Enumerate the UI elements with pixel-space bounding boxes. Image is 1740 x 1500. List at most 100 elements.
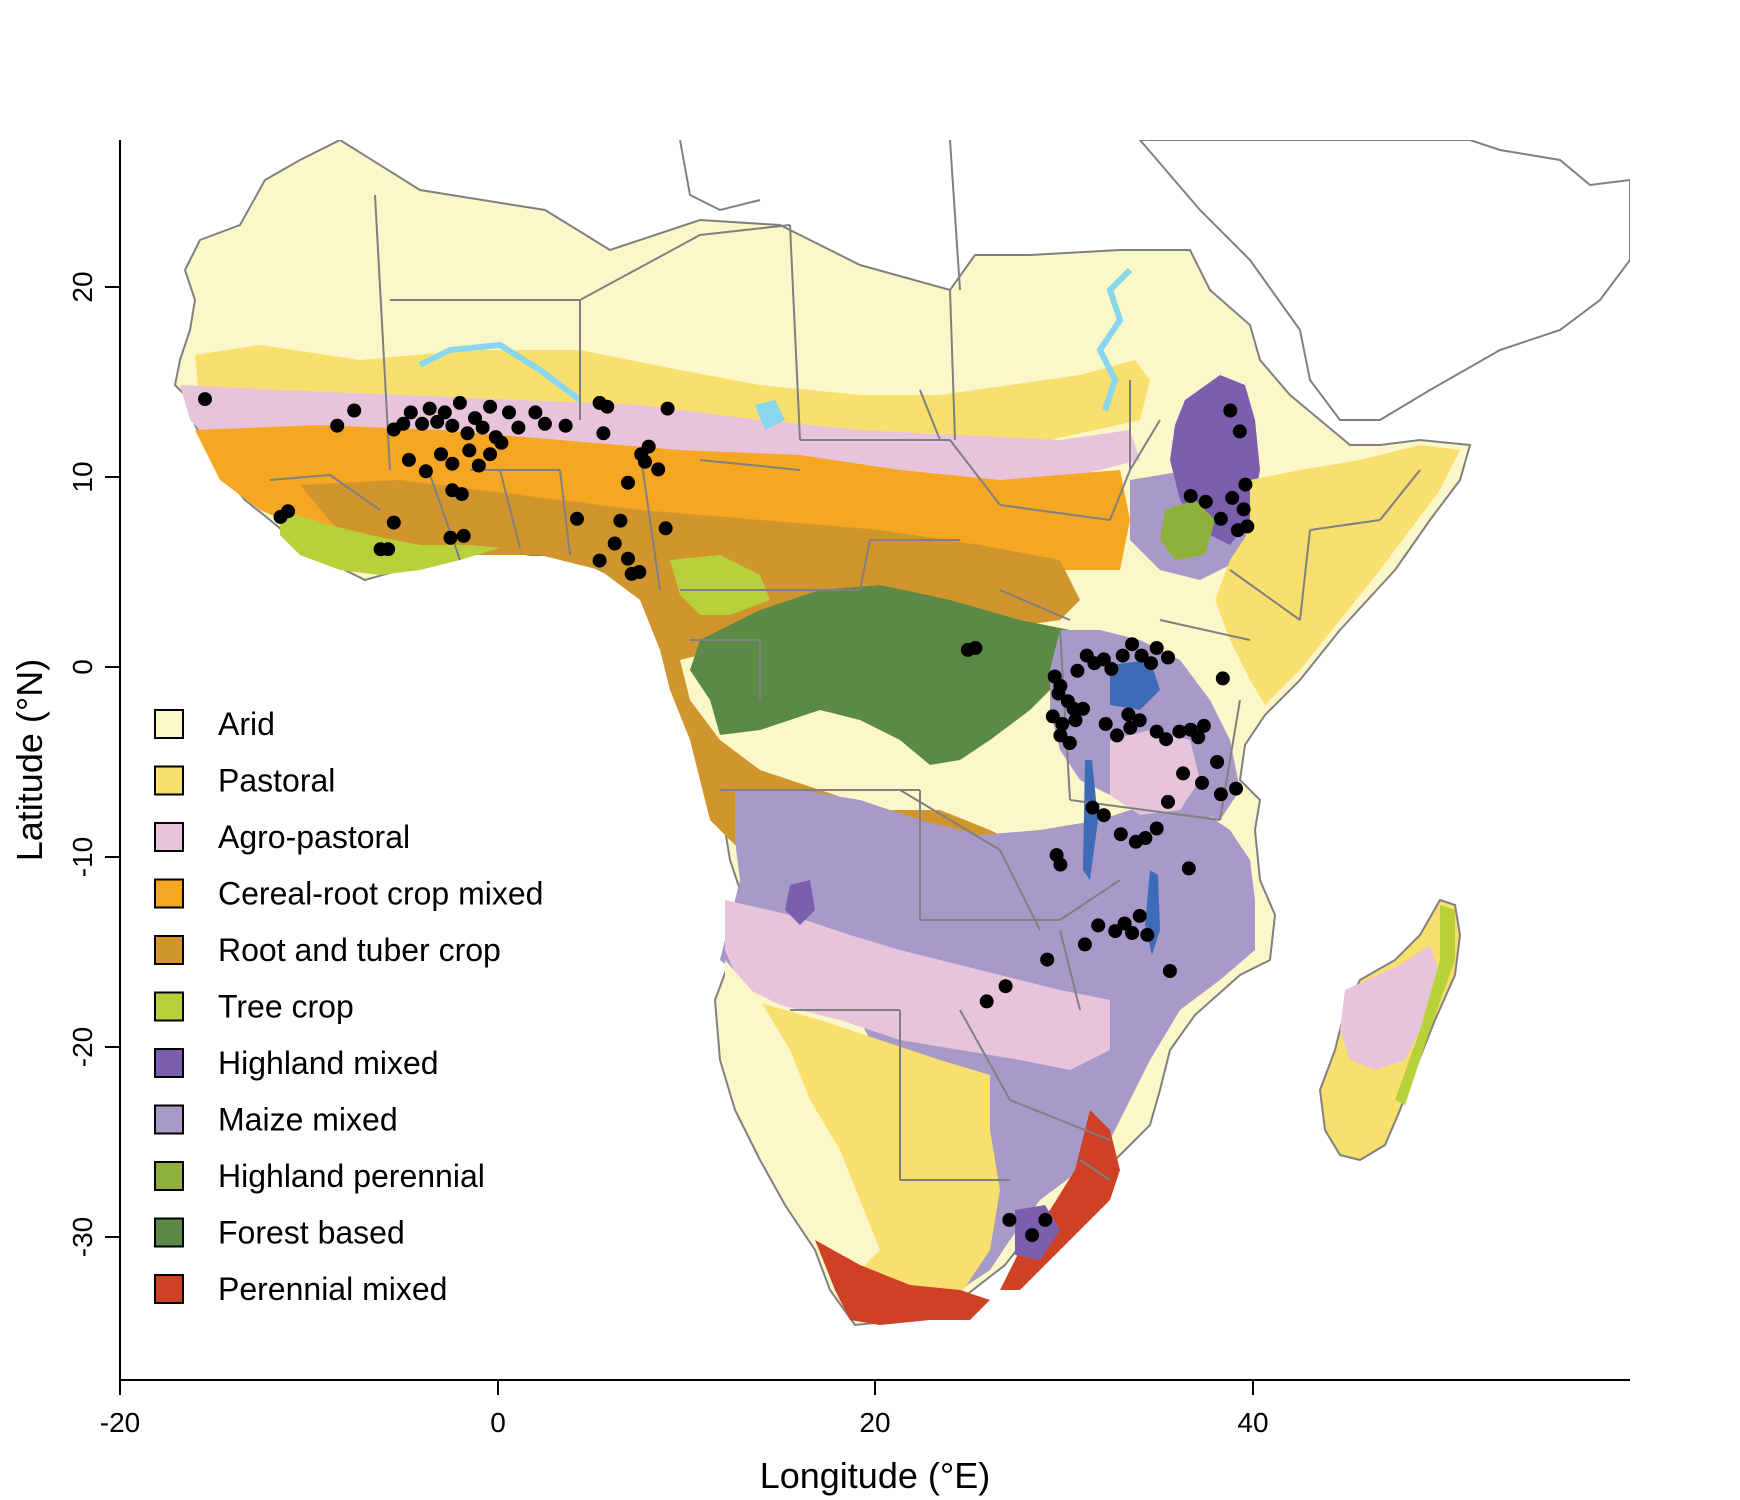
madagascar-agro: [1340, 945, 1440, 1070]
sample-point: [1077, 937, 1092, 952]
sample-point: [494, 435, 509, 450]
sample-point: [1108, 924, 1123, 939]
sample-point: [638, 454, 652, 469]
y-tick-label: 0: [67, 659, 98, 675]
sample-point: [330, 418, 345, 433]
sample-point: [403, 405, 418, 420]
legend-swatch: [154, 709, 184, 739]
sample-point: [1138, 831, 1153, 845]
sample-point: [1104, 661, 1119, 676]
sample-point: [475, 420, 490, 435]
sample-point: [198, 392, 212, 407]
sample-points: [198, 392, 1255, 1243]
lake-tanganyika: [1083, 760, 1098, 880]
sample-point: [401, 452, 416, 467]
zone-pastoral-south: [750, 1000, 1000, 1310]
sample-point: [528, 405, 543, 420]
sample-point: [468, 411, 482, 426]
sample-point: [1025, 1228, 1040, 1243]
sample-point: [460, 426, 475, 441]
sample-point: [1238, 477, 1253, 492]
zone-agro-pastoral-south: [725, 900, 1110, 1070]
legend-label: Tree crop: [218, 989, 354, 1025]
sample-point: [1213, 511, 1228, 526]
legend-swatch: [154, 1161, 184, 1191]
sample-point: [600, 399, 615, 414]
sample-point: [1229, 781, 1243, 796]
sample-point: [624, 566, 639, 581]
sample-point: [502, 405, 516, 420]
legend-label: Highland mixed: [218, 1045, 439, 1081]
sample-point: [1117, 916, 1132, 931]
sample-point: [386, 515, 401, 530]
sample-point: [1115, 648, 1130, 663]
sample-point: [998, 979, 1013, 994]
legend-label: Forest based: [218, 1215, 405, 1251]
sample-point: [1053, 857, 1068, 872]
sample-point: [1055, 717, 1070, 731]
zone-arid-south: [725, 960, 880, 1270]
legend-label: Cereal-root crop mixed: [218, 876, 543, 912]
sample-point: [1195, 775, 1209, 790]
sample-point: [1113, 827, 1128, 842]
sample-point: [1196, 718, 1211, 733]
legend-swatch: [154, 1104, 184, 1135]
lake-victoria: [1110, 660, 1160, 710]
sample-point: [418, 464, 433, 479]
sample-point: [1240, 519, 1255, 534]
sample-point: [1161, 650, 1175, 665]
sample-point: [558, 418, 573, 433]
sample-point: [1149, 724, 1164, 739]
sample-point: [483, 447, 498, 462]
sample-point: [621, 551, 635, 566]
sample-point: [1038, 1212, 1053, 1227]
nile-river: [1096, 267, 1133, 411]
x-tick-label: -20: [100, 1407, 140, 1438]
sample-point: [1191, 730, 1206, 745]
sample-point: [1181, 861, 1196, 876]
y-tick-label: -20: [67, 1027, 98, 1067]
sample-point: [1159, 732, 1174, 747]
sample-point: [1144, 656, 1158, 671]
y-tick-label: 10: [67, 461, 98, 492]
sample-point: [415, 416, 430, 431]
sample-point: [613, 513, 628, 528]
sample-point: [607, 536, 622, 551]
sample-point: [462, 443, 477, 458]
x-tick-label: 40: [1237, 1407, 1268, 1438]
sample-point: [1096, 808, 1111, 823]
arabian-peninsula: [1138, 140, 1630, 421]
legend-swatch: [154, 878, 184, 909]
zone-forest: [690, 585, 1070, 765]
sample-point: [1183, 489, 1198, 503]
map-plot-area: [173, 140, 1630, 1327]
legend-swatch: [154, 822, 184, 852]
legend-swatch: [154, 935, 184, 965]
sample-point: [1149, 821, 1164, 836]
sample-point: [452, 395, 467, 410]
sample-point: [968, 641, 983, 655]
sample-point: [511, 420, 526, 435]
sample-point: [660, 401, 675, 416]
sample-point: [1232, 424, 1247, 439]
zone-highland-perennial: [1160, 500, 1215, 560]
sample-point: [483, 399, 498, 414]
zone-highland-mixed-angola: [785, 880, 815, 925]
legend: Arid Pastoral Agro-pastoral Cereal-root cro…: [154, 706, 543, 1307]
y-tick-label: 20: [67, 271, 98, 302]
zone-agro-pastoral-east: [1110, 730, 1200, 815]
sample-point: [1162, 964, 1177, 978]
legend-label: Arid: [218, 706, 275, 742]
sample-point: [1215, 671, 1230, 686]
sample-point: [1236, 502, 1251, 517]
sample-point: [1125, 926, 1140, 940]
legend-label: Perennial mixed: [218, 1271, 447, 1307]
sample-point: [537, 416, 552, 431]
sample-point: [1098, 717, 1113, 731]
legend-label: Highland perennial: [218, 1158, 485, 1194]
x-tick-label: 20: [859, 1407, 890, 1438]
sample-point: [1149, 641, 1164, 655]
sample-point: [1076, 701, 1090, 716]
sample-point: [1172, 724, 1187, 739]
sample-point: [445, 418, 460, 433]
